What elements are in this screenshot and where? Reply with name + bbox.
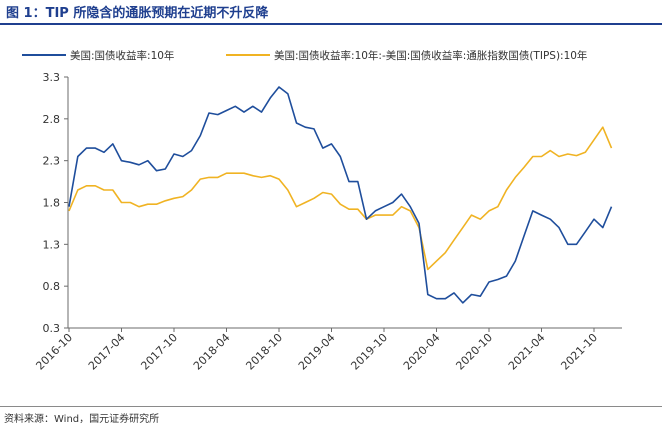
- legend-label: 美国:国债收益率:10年: [70, 49, 174, 62]
- chart-legend: 美国:国债收益率:10年 美国:国债收益率:10年:-美国:国债收益率:通胀指数国…: [22, 49, 587, 62]
- y-tick-label: 1.3: [43, 238, 61, 251]
- y-tick-label: 2.3: [43, 155, 61, 168]
- y-tick-label: 0.3: [43, 322, 61, 335]
- source-note: 资料来源：Wind，国元证券研究所: [4, 414, 160, 425]
- x-tick-label: 2021-04: [506, 331, 548, 373]
- x-tick-label: 2018-10: [243, 331, 285, 373]
- x-tick-label: 2019-10: [348, 331, 390, 373]
- x-tick-label: 2019-04: [296, 331, 338, 373]
- x-tick-label: 2016-10: [33, 331, 75, 373]
- x-tick-label: 2021-10: [558, 331, 600, 373]
- chart-axes: 0.3 0.8 1.3 1.8 2.3 2.8 3.3 2016-10 2017-04 2017-…: [33, 71, 622, 373]
- title-rule: [0, 23, 662, 25]
- source-rule: [0, 406, 662, 407]
- x-tick-label: 2020-10: [453, 331, 495, 373]
- line-chart: 美国:国债收益率:10年 美国:国债收益率:10年:-美国:国债收益率:通胀指数国…: [22, 49, 622, 373]
- x-tick-label: 2020-04: [401, 331, 443, 373]
- series-line: [68, 126, 613, 271]
- x-tick-label: 2018-04: [191, 331, 233, 373]
- figure-title: 图 1：TIP 所隐含的通胀预期在近期不升反降: [6, 6, 269, 21]
- chart-series: [68, 86, 613, 304]
- x-tick-label: 2017-04: [86, 331, 128, 373]
- series-line: [68, 86, 613, 304]
- x-tick-label: 2017-10: [138, 331, 180, 373]
- y-tick-label: 1.8: [43, 197, 61, 210]
- legend-label: 美国:国债收益率:10年:-美国:国债收益率:通胀指数国债(TIPS):10年: [274, 49, 587, 62]
- y-tick-label: 3.3: [43, 71, 61, 84]
- y-tick-label: 2.8: [43, 113, 61, 126]
- y-tick-label: 0.8: [43, 280, 61, 293]
